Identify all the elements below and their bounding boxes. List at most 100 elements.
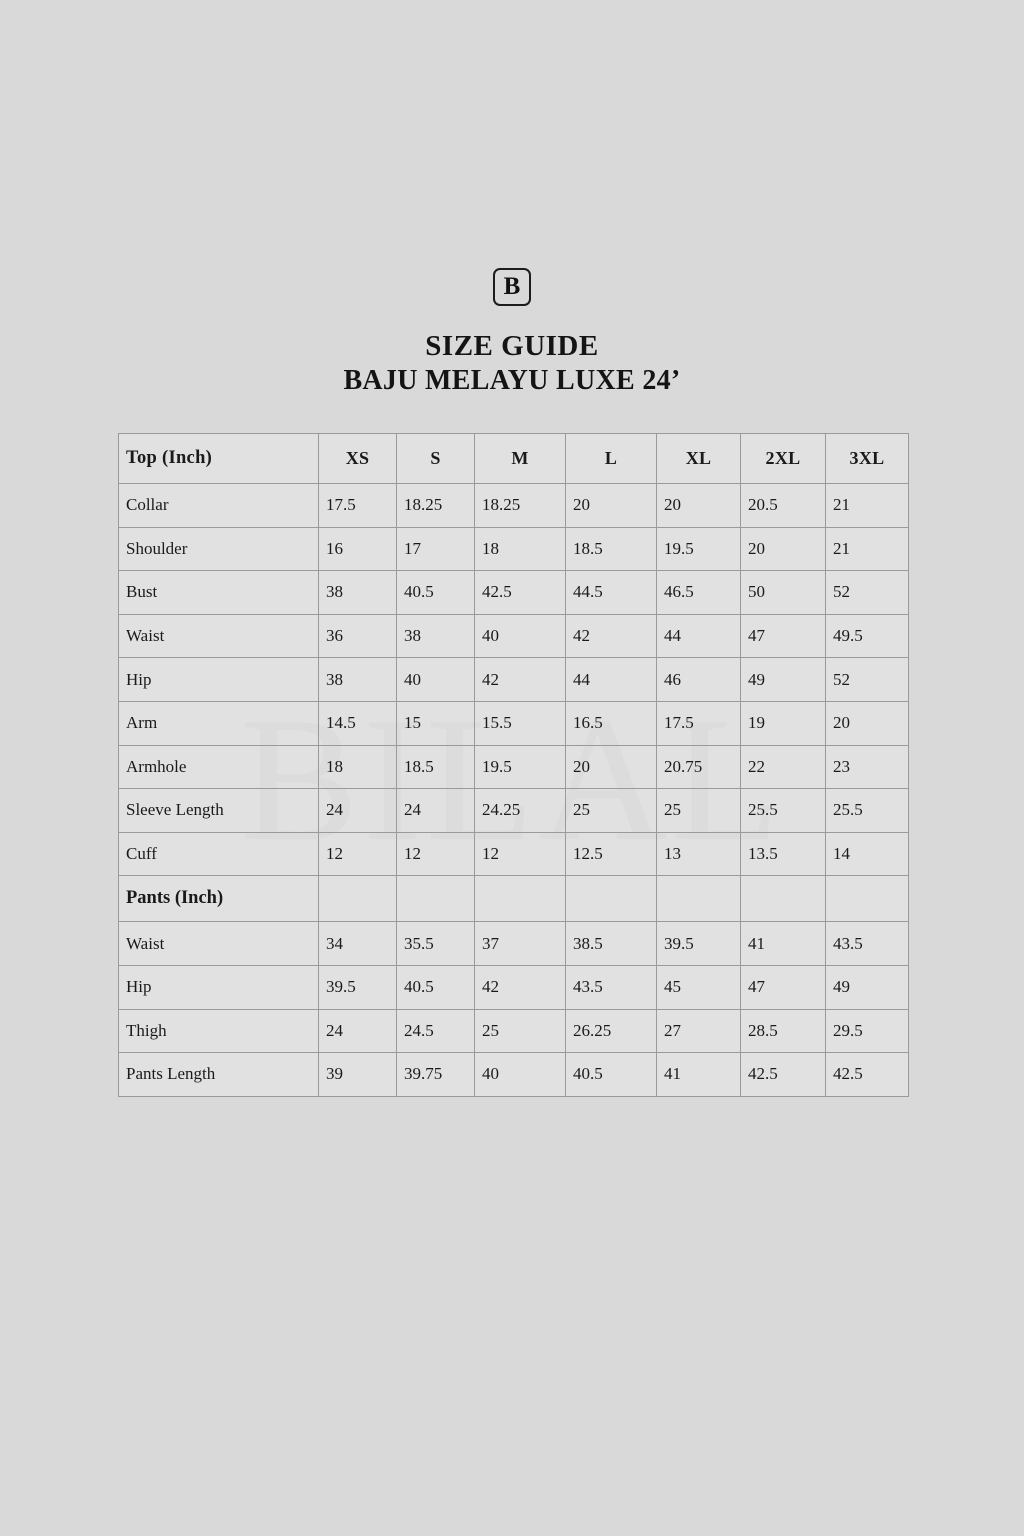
page-subtitle: BAJU MELAYU LUXE 24’ <box>343 365 681 397</box>
cell-value: 49 <box>740 657 826 702</box>
table-row: Hip 38 40 42 44 46 49 52 <box>118 657 909 702</box>
section-empty-cell <box>474 875 566 923</box>
cell-value: 21 <box>825 526 909 572</box>
size-chart-table: Top (Inch) XS S M L XL 2XL 3XL Collar 17… <box>118 433 909 1097</box>
cell-value: 12 <box>318 831 397 877</box>
cell-value: 20 <box>656 483 741 528</box>
cell-value: 18 <box>474 526 566 572</box>
table-row: Arm 14.5 15 15.5 16.5 17.5 19 20 <box>118 700 909 746</box>
cell-value: 19.5 <box>474 744 566 790</box>
cell-value: 20.5 <box>740 483 826 528</box>
table-row: Hip 39.5 40.5 42 43.5 45 47 49 <box>118 964 909 1010</box>
cell-value: 18.25 <box>396 483 475 528</box>
row-label: Hip <box>118 657 319 702</box>
cell-value: 22 <box>740 744 826 790</box>
table-header-row: Top (Inch) XS S M L XL 2XL 3XL <box>118 433 909 484</box>
row-label: Thigh <box>118 1008 319 1054</box>
cell-value: 26.25 <box>565 1008 657 1054</box>
table-row: Collar 17.5 18.25 18.25 20 20 20.5 21 <box>118 483 909 528</box>
cell-value: 24 <box>318 788 397 833</box>
cell-value: 27 <box>656 1008 741 1054</box>
table-body: Collar 17.5 18.25 18.25 20 20 20.5 21 Sh… <box>118 483 909 1097</box>
cell-value: 25 <box>474 1008 566 1054</box>
cell-value: 43.5 <box>825 921 909 966</box>
cell-value: 40.5 <box>396 570 475 615</box>
cell-value: 24 <box>396 788 475 833</box>
cell-value: 42 <box>565 613 657 659</box>
cell-value: 21 <box>825 483 909 528</box>
cell-value: 25 <box>565 788 657 833</box>
cell-value: 17.5 <box>656 700 741 746</box>
section-empty-cell <box>740 875 826 923</box>
cell-value: 49.5 <box>825 613 909 659</box>
cell-value: 19.5 <box>656 526 741 572</box>
table-row: Waist 36 38 40 42 44 47 49.5 <box>118 613 909 659</box>
cell-value: 40 <box>474 613 566 659</box>
cell-value: 13 <box>656 831 741 877</box>
cell-value: 52 <box>825 570 909 615</box>
cell-value: 16 <box>318 526 397 572</box>
cell-value: 42.5 <box>740 1052 826 1097</box>
section-empty-cell <box>318 875 397 923</box>
cell-value: 20.75 <box>656 744 741 790</box>
cell-value: 37 <box>474 921 566 966</box>
cell-value: 14.5 <box>318 700 397 746</box>
cell-value: 38 <box>396 613 475 659</box>
cell-value: 39.5 <box>318 964 397 1010</box>
row-label: Hip <box>118 964 319 1010</box>
cell-value: 47 <box>740 613 826 659</box>
cell-value: 12.5 <box>565 831 657 877</box>
table-row: Cuff 12 12 12 12.5 13 13.5 14 <box>118 831 909 877</box>
cell-value: 20 <box>740 526 826 572</box>
cell-value: 24.5 <box>396 1008 475 1054</box>
section-heading-pants: Pants (Inch) <box>118 875 319 923</box>
cell-value: 43.5 <box>565 964 657 1010</box>
cell-value: 25 <box>656 788 741 833</box>
cell-value: 36 <box>318 613 397 659</box>
cell-value: 28.5 <box>740 1008 826 1054</box>
table-row: Bust 38 40.5 42.5 44.5 46.5 50 52 <box>118 570 909 615</box>
title-block: SIZE GUIDE BAJU MELAYU LUXE 24’ <box>0 330 1024 397</box>
cell-value: 15.5 <box>474 700 566 746</box>
cell-value: 38 <box>318 570 397 615</box>
column-header-s: S <box>396 433 475 484</box>
row-label: Waist <box>118 921 319 966</box>
cell-value: 44 <box>656 613 741 659</box>
row-label: Bust <box>118 570 319 615</box>
cell-value: 17 <box>396 526 475 572</box>
cell-value: 38.5 <box>565 921 657 966</box>
row-label: Waist <box>118 613 319 659</box>
cell-value: 18 <box>318 744 397 790</box>
table-row: Thigh 24 24.5 25 26.25 27 28.5 29.5 <box>118 1008 909 1054</box>
column-header-xs: XS <box>318 433 397 484</box>
cell-value: 39.5 <box>656 921 741 966</box>
cell-value: 41 <box>656 1052 741 1097</box>
brand-logo-icon: B <box>493 268 531 306</box>
cell-value: 41 <box>740 921 826 966</box>
cell-value: 42.5 <box>474 570 566 615</box>
column-header-measurement: Top (Inch) <box>118 433 319 484</box>
cell-value: 39 <box>318 1052 397 1097</box>
cell-value: 46.5 <box>656 570 741 615</box>
row-label: Collar <box>118 483 319 528</box>
row-label: Sleeve Length <box>118 788 319 833</box>
cell-value: 24.25 <box>474 788 566 833</box>
cell-value: 17.5 <box>318 483 397 528</box>
section-empty-cell <box>825 875 909 923</box>
cell-value: 49 <box>825 964 909 1010</box>
cell-value: 34 <box>318 921 397 966</box>
row-label: Shoulder <box>118 526 319 572</box>
cell-value: 40 <box>396 657 475 702</box>
row-label: Pants Length <box>118 1052 319 1097</box>
row-label: Arm <box>118 700 319 746</box>
cell-value: 13.5 <box>740 831 826 877</box>
row-label: Armhole <box>118 744 319 790</box>
cell-value: 35.5 <box>396 921 475 966</box>
cell-value: 14 <box>825 831 909 877</box>
cell-value: 12 <box>396 831 475 877</box>
cell-value: 19 <box>740 700 826 746</box>
row-label: Cuff <box>118 831 319 877</box>
page-title: SIZE GUIDE <box>425 330 599 362</box>
brand-logo-letter: B <box>503 273 521 300</box>
cell-value: 52 <box>825 657 909 702</box>
